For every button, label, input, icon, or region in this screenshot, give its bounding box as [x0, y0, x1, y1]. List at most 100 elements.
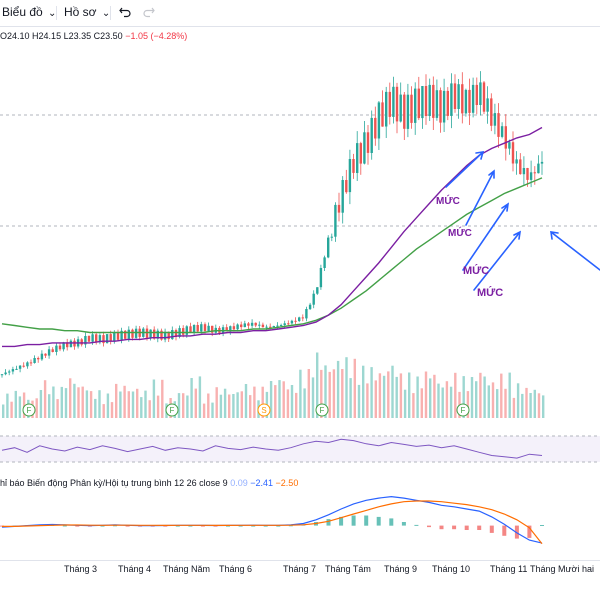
volume-bar: [2, 404, 5, 418]
dividend-marker[interactable]: F: [165, 403, 179, 417]
redo-button[interactable]: [142, 3, 156, 21]
rsi-pane[interactable]: [0, 432, 600, 466]
volume-bar: [60, 386, 63, 418]
volume-bar: [207, 393, 210, 418]
candle-body: [537, 163, 540, 174]
candle-body: [316, 287, 319, 294]
volume-bar: [73, 383, 76, 418]
candle-body: [26, 362, 29, 367]
candle-body: [533, 172, 536, 174]
candle-body: [192, 325, 196, 333]
rsi-band: [0, 436, 600, 462]
candle-body: [424, 86, 428, 116]
candle-body: [493, 113, 497, 126]
volume-bar: [328, 371, 331, 418]
dividend-marker[interactable]: F: [22, 403, 36, 417]
candle-body: [174, 330, 178, 337]
volume-bar: [136, 388, 139, 418]
volume-bar: [22, 392, 26, 418]
volume-bar: [345, 357, 348, 418]
candle-body: [55, 345, 58, 352]
volume-bar: [35, 398, 38, 418]
candle-body: [341, 180, 344, 213]
volume-bar: [500, 373, 503, 418]
candle-body: [403, 94, 406, 129]
candle-body: [290, 320, 294, 324]
macd-title: hỉ báo Biến động Phân kỳ/Hội tụ trung bì…: [0, 478, 172, 488]
candle-body: [475, 84, 478, 105]
macd-hist-bar: [326, 519, 331, 526]
candle-body: [540, 161, 544, 164]
volume-bar: [115, 383, 118, 418]
volume-bar: [286, 389, 290, 418]
volume-bar: [475, 381, 478, 418]
candle-body: [98, 335, 102, 343]
volume-bar: [362, 365, 365, 418]
volume-bar: [399, 373, 403, 418]
macd-hist-bar: [75, 525, 80, 527]
macd-hist-bar: [251, 525, 256, 527]
candle-body: [236, 324, 239, 330]
volume-bar: [77, 387, 80, 418]
volume-bar: [94, 398, 97, 418]
candle-body: [33, 358, 36, 363]
candle-body: [345, 180, 348, 193]
candle-body: [432, 84, 435, 118]
chart-type-button[interactable]: Biểu đồ ⌄: [2, 3, 56, 21]
volume-bar: [123, 385, 126, 418]
ohlc-low: L23.35: [63, 31, 92, 41]
profile-button[interactable]: Hồ sơ ⌄: [64, 3, 110, 21]
macd-pane[interactable]: [0, 489, 600, 555]
candle-body: [37, 358, 40, 360]
volume-bar: [182, 393, 185, 418]
toolbar-divider: [56, 6, 57, 20]
volume-bar: [228, 394, 231, 418]
volume-bar: [64, 388, 68, 418]
annotation-label: MỨC: [436, 194, 460, 207]
candle-body: [149, 329, 152, 338]
macd-hist-bar: [100, 525, 105, 527]
candle-body: [258, 324, 261, 326]
candle-body: [435, 90, 439, 118]
macd-hist-bar: [125, 525, 130, 527]
candle-body: [392, 86, 395, 117]
volume-bar: [462, 376, 465, 418]
candle-body: [363, 132, 366, 164]
volume-bar: [232, 394, 235, 418]
ohlc-legend: O24.10 H24.15 L23.35 C23.50 −1.05 (−4.28…: [0, 31, 187, 41]
candle-body: [279, 325, 283, 326]
candle-body: [272, 326, 275, 327]
marker-label: F: [27, 406, 32, 415]
dividend-marker[interactable]: F: [456, 403, 470, 417]
annotation-arrows: [445, 151, 600, 291]
macd-hist-bar: [414, 524, 419, 526]
volume-bar: [48, 394, 51, 418]
candle-body: [327, 237, 330, 258]
price-chart[interactable]: F F S F F MỨC MỨC MỨC MỨC: [0, 40, 600, 440]
candle-body: [116, 332, 120, 340]
candle-body: [211, 325, 214, 333]
marker-label: F: [170, 406, 175, 415]
volume-bar: [395, 376, 398, 418]
candle-body: [471, 84, 475, 113]
candle-body: [446, 90, 449, 116]
candle-body: [200, 324, 203, 332]
volume-bar: [525, 387, 528, 418]
dividend-marker[interactable]: F: [315, 403, 329, 417]
axis-label: Tháng 11: [490, 564, 528, 574]
candle-body: [131, 329, 134, 338]
candle-body: [298, 317, 301, 321]
candle-body: [232, 326, 236, 330]
candle-body: [95, 334, 98, 343]
macd-signal-value: −2.50: [275, 478, 299, 488]
volume-bar: [403, 389, 407, 418]
undo-button[interactable]: [118, 3, 132, 21]
split-marker[interactable]: S: [257, 403, 271, 417]
macd-hist-bar: [276, 525, 281, 527]
candle-body: [18, 365, 22, 369]
candle-body: [442, 90, 446, 123]
volume-bar: [240, 391, 243, 418]
volume-bar: [56, 399, 59, 418]
candle-body: [417, 88, 420, 119]
candle-body: [254, 322, 257, 326]
